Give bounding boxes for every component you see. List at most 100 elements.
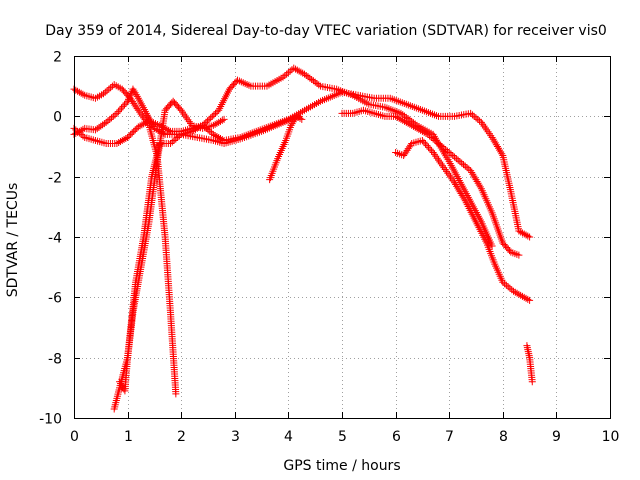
data-point (154, 126, 162, 134)
data-point (218, 116, 226, 124)
data-point (93, 125, 101, 133)
y-tick-label: -4 (48, 231, 62, 247)
data-point (209, 121, 217, 129)
data-point (95, 123, 103, 131)
data-point (491, 139, 499, 147)
data-point (130, 87, 138, 95)
data-point (302, 71, 310, 79)
x-tick-label: 10 (602, 429, 620, 445)
x-tick-label: 2 (177, 429, 186, 445)
data-point (489, 135, 497, 143)
data-point (522, 231, 530, 239)
data-point (215, 118, 223, 126)
data-point (515, 251, 523, 259)
data-point (200, 123, 208, 131)
data-point (456, 158, 464, 166)
data-point (474, 179, 482, 187)
data-point (515, 290, 523, 298)
data-point (118, 381, 126, 389)
data-point (471, 174, 479, 182)
data-point (202, 118, 210, 126)
data-point (422, 129, 430, 137)
data-point (473, 177, 481, 185)
data-point (513, 289, 521, 297)
data-point (111, 111, 119, 119)
data-point (518, 229, 526, 237)
data-point (172, 135, 180, 143)
data-point (158, 122, 166, 130)
data-point (132, 91, 140, 99)
data-point (120, 135, 128, 143)
data-point (208, 129, 216, 137)
data-point (472, 114, 480, 122)
data-point (468, 168, 476, 176)
data-point (109, 112, 117, 120)
data-point (409, 122, 417, 130)
data-point (122, 99, 130, 107)
data-point (100, 120, 108, 128)
data-point (292, 112, 300, 120)
data-point (165, 126, 173, 134)
data-point (429, 135, 437, 143)
data-point (294, 113, 302, 121)
data-point (420, 128, 428, 136)
data-point (116, 378, 124, 386)
data-point (463, 164, 471, 172)
series-arc-6 (266, 112, 306, 184)
data-point (408, 121, 416, 129)
data-point (102, 118, 110, 126)
y-tick-label: 2 (53, 50, 62, 66)
x-tick-label: 8 (499, 429, 508, 445)
x-axis-label: GPS time / hours (283, 458, 400, 474)
data-point (404, 119, 412, 127)
data-point (74, 87, 82, 95)
data-point (451, 153, 459, 161)
data-point (460, 195, 468, 203)
data-point (152, 125, 160, 133)
data-point (470, 112, 478, 120)
data-point (315, 81, 323, 89)
data-point (397, 115, 405, 123)
data-point (443, 147, 451, 155)
data-point (156, 127, 164, 135)
data-point (469, 170, 477, 178)
data-point (490, 137, 498, 145)
data-point (79, 132, 87, 140)
data-point (299, 69, 307, 77)
data-point (210, 111, 218, 119)
data-point (470, 172, 478, 180)
data-point (515, 227, 523, 235)
data-point (447, 150, 455, 158)
data-point (97, 122, 105, 130)
axis-ticks (74, 56, 611, 419)
x-tick-label: 0 (70, 429, 79, 445)
data-point (131, 89, 139, 97)
data-point (217, 134, 225, 142)
data-point (117, 104, 125, 112)
data-point (493, 143, 501, 150)
data-point (311, 78, 319, 86)
data-point (313, 79, 321, 87)
data-point (445, 149, 453, 157)
data-point (508, 286, 516, 294)
data-point (295, 67, 303, 75)
data-point (207, 114, 215, 122)
data-point (423, 142, 431, 150)
data-point (415, 125, 423, 133)
data-point (138, 121, 146, 129)
data-point (476, 117, 484, 125)
data-point (279, 73, 287, 81)
data-point (458, 191, 466, 199)
data-point (425, 143, 433, 151)
data-point (208, 112, 216, 120)
y-tick-label: -8 (48, 352, 62, 368)
data-point (77, 89, 85, 97)
data-point (526, 296, 534, 304)
data-point (168, 138, 176, 146)
data-point (281, 72, 289, 80)
data-point (442, 146, 450, 154)
data-point (174, 133, 182, 141)
data-point (455, 186, 463, 194)
tick-labels: 0 1 2 3 4 5 6 7 8 9 10 -10 -8 -6 -4 -2 0 2 (39, 50, 619, 446)
